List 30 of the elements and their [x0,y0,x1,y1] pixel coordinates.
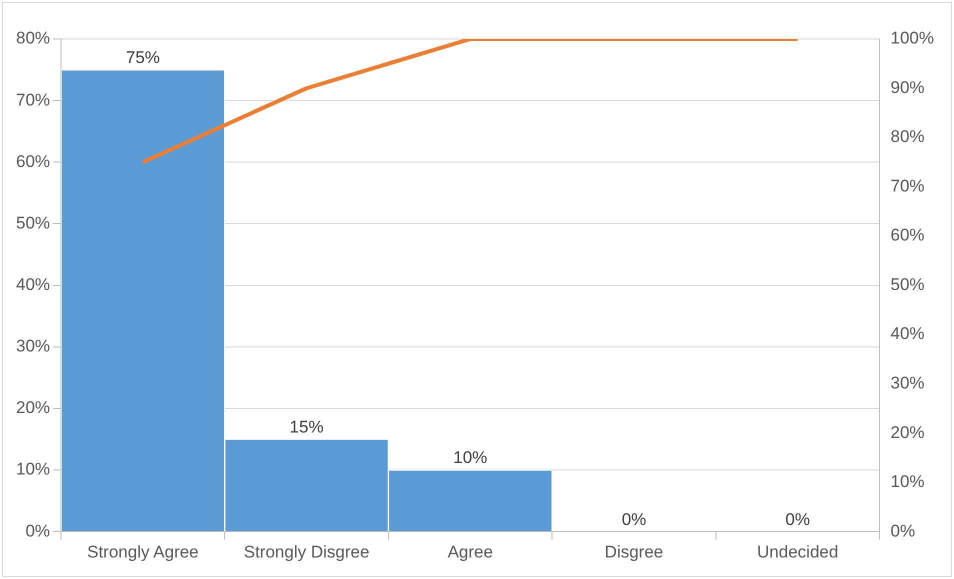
y-tick-label: 70% [16,90,50,110]
y-tick-label: 0% [25,521,50,540]
y-tick-label: 10% [16,460,50,479]
x-tick-label: Agree [448,542,493,562]
data-label: 15% [290,417,324,436]
y-tick-label: 40% [16,274,50,294]
data-label: 10% [453,448,488,468]
y-tick-label: 20% [16,398,50,418]
data-label: 75% [126,48,160,67]
data-label: 0% [785,510,810,529]
x-tick-label: Strongly Agree [87,542,199,562]
x-tick-label: Disgree [604,542,664,562]
x-tick-label: Strongly Disgree [244,542,370,562]
x-tick-label: Undecided [757,542,838,562]
y2-tick-label: 0% [890,521,916,540]
y-tick-label: 50% [16,213,50,232]
y2-tick-label: 100% [890,28,934,48]
y2-tick-label: 50% [890,274,925,294]
y2-tick-label: 20% [890,422,925,442]
y-tick-label: 80% [16,28,50,48]
data-label: 0% [622,510,646,529]
y2-tick-label: 60% [890,226,925,245]
y2-tick-label: 10% [890,472,925,492]
y2-tick-label: 80% [890,127,925,146]
y2-tick-label: 30% [890,374,925,393]
y-tick-label: 60% [16,152,50,171]
y2-tick-label: 90% [890,78,925,97]
y2-tick-label: 70% [890,176,925,196]
y2-tick-label: 40% [890,324,925,344]
y-tick-label: 30% [16,336,50,356]
